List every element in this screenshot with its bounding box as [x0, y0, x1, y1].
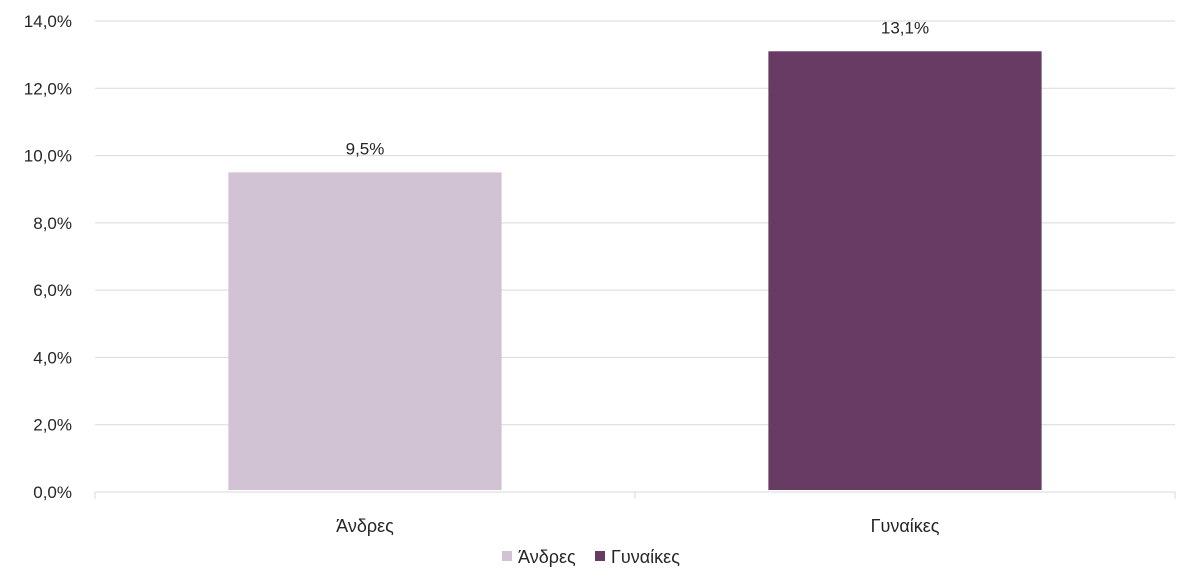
legend-swatch [595, 551, 605, 561]
y-tick-label: 0,0% [33, 483, 72, 502]
data-labels: 9,5% 13,1% [346, 18, 929, 158]
y-tick-label: 14,0% [24, 12, 72, 31]
data-label: 9,5% [346, 139, 385, 158]
legend-item: Γυναίκες [595, 547, 680, 567]
bars [228, 51, 1042, 491]
y-tick-label: 2,0% [33, 416, 72, 435]
x-category-label: Γυναίκες [871, 516, 940, 536]
legend-label: Άνδρες [518, 547, 576, 567]
y-tick-label: 6,0% [33, 281, 72, 300]
y-tick-label: 8,0% [33, 214, 72, 233]
y-axis-tick-labels: 0,0% 2,0% 4,0% 6,0% 8,0% 10,0% 12,0% 14,0% [24, 12, 72, 502]
x-axis: Άνδρες Γυναίκες [94, 491, 1176, 536]
bar-2 [768, 51, 1042, 491]
legend: Άνδρες Γυναίκες [502, 547, 680, 567]
legend-item: Άνδρες [502, 547, 576, 567]
legend-label: Γυναίκες [611, 547, 680, 567]
y-tick-label: 12,0% [24, 79, 72, 98]
legend-swatch [502, 551, 512, 561]
x-category-label: Άνδρες [336, 516, 394, 536]
data-label: 13,1% [881, 18, 929, 37]
y-tick-label: 4,0% [33, 348, 72, 367]
y-tick-label: 10,0% [24, 147, 72, 166]
bar-1 [228, 172, 502, 490]
